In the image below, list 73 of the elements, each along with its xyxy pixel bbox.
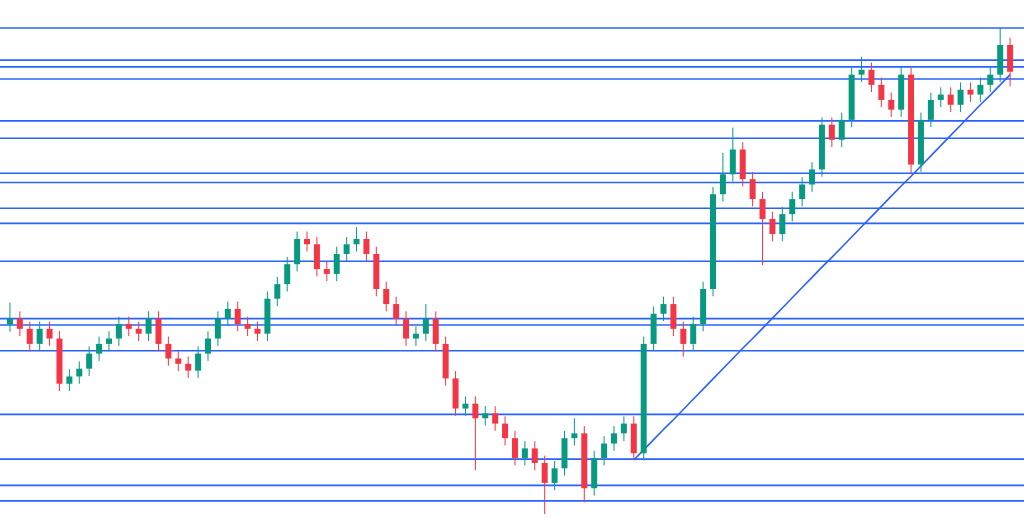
candlestick [323, 261, 330, 282]
candlestick [412, 325, 419, 347]
candlestick [46, 321, 53, 347]
candlestick [175, 350, 182, 372]
candlestick [987, 66, 994, 93]
candlestick [125, 316, 132, 337]
candlestick [779, 206, 786, 242]
candlestick [957, 81, 964, 113]
candlestick [878, 77, 885, 108]
candlestick [927, 92, 934, 128]
candlestick [363, 231, 370, 262]
candlestick [343, 236, 350, 262]
candlestick [383, 281, 390, 312]
candlestick [205, 330, 211, 362]
candlestick [224, 301, 231, 327]
candlestick [304, 231, 311, 253]
candlestick [967, 81, 974, 103]
candlestick [789, 191, 796, 222]
candlestick [66, 368, 73, 392]
candlestick [214, 310, 221, 347]
candlestick [610, 425, 617, 452]
candlestick [838, 112, 845, 148]
candlestick [571, 417, 578, 446]
candlestick [660, 296, 667, 322]
candlestick [195, 345, 202, 379]
candlestick [254, 321, 261, 342]
candlestick [531, 440, 538, 471]
candlestick [482, 405, 489, 427]
candlestick [937, 86, 944, 108]
candlestick [86, 345, 93, 377]
candlestick [521, 440, 528, 466]
candlestick [601, 435, 608, 466]
candlestick [541, 455, 548, 515]
candlestick [799, 176, 806, 207]
candlestick [185, 356, 192, 379]
candlestick [828, 116, 835, 148]
candlestick [947, 86, 954, 113]
candlestick [105, 330, 112, 352]
candlestick [422, 303, 429, 342]
candlestick [690, 316, 697, 352]
candlestick [680, 321, 687, 358]
candlestick [16, 310, 23, 337]
candlestick [462, 395, 469, 417]
candlestick [769, 211, 776, 242]
candlestick [868, 62, 875, 93]
candlestick [620, 415, 627, 442]
candlestick [403, 310, 410, 347]
candlestick [888, 92, 895, 118]
candlestick [96, 336, 103, 362]
candlestick [749, 171, 756, 207]
candlestick [353, 226, 360, 253]
candlestick [719, 152, 726, 202]
candlestick [858, 56, 865, 83]
candlestick [492, 405, 499, 432]
candlestick [115, 316, 122, 347]
candlestick [759, 191, 766, 266]
candlestick [234, 301, 241, 332]
candlestick [977, 77, 984, 103]
candlestick [551, 460, 558, 491]
candlestick [502, 415, 509, 446]
candlestick [26, 321, 33, 352]
candlestick [809, 161, 816, 193]
candlestick [36, 321, 43, 352]
candlestick [472, 395, 479, 471]
candlestick [274, 276, 281, 307]
candlestick [284, 256, 291, 292]
candlestick [145, 310, 152, 342]
candlestick [135, 321, 142, 342]
candlestick [333, 246, 340, 282]
candlestick [393, 296, 400, 327]
candlestick [165, 336, 172, 367]
candlestick [244, 316, 251, 337]
candlestick [511, 430, 518, 466]
